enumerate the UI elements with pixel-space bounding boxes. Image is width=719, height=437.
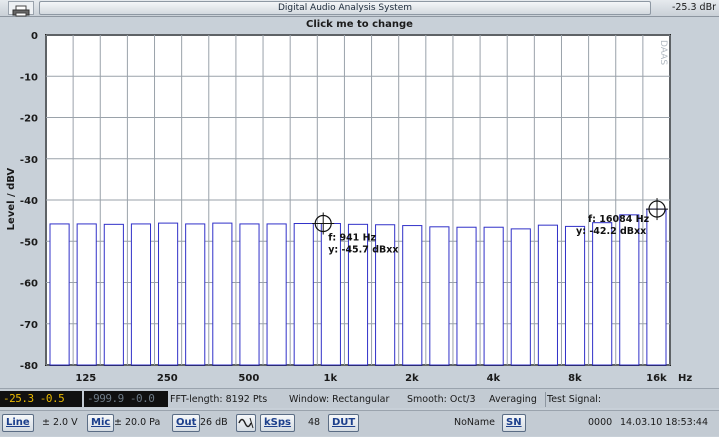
x-tick-label: 4k bbox=[487, 373, 501, 384]
bar bbox=[158, 222, 179, 366]
print-button[interactable] bbox=[8, 1, 34, 17]
x-tick-label: 16k bbox=[646, 373, 667, 384]
bar bbox=[456, 226, 477, 366]
bar bbox=[592, 222, 613, 366]
out-button[interactable]: Out bbox=[172, 414, 201, 432]
bar bbox=[76, 223, 97, 366]
x-tick-labels: 125 250 500 1k 2k 4k 8k 16k bbox=[75, 373, 667, 384]
cursors[interactable]: f: 941 Hzy: -45.7 dBxx f: 16084 Hzy: -42.… bbox=[312, 198, 669, 256]
level-display-2: -999.9 -0.0 bbox=[84, 391, 168, 407]
mic-button[interactable]: Mic bbox=[87, 414, 115, 432]
bar bbox=[103, 223, 124, 366]
cursor-frequency: f: 16084 Hz bbox=[588, 214, 650, 225]
bar bbox=[266, 223, 287, 366]
x-tick-label: 1k bbox=[324, 373, 338, 384]
bar bbox=[564, 225, 586, 366]
cursor-frequency: f: 941 Hz bbox=[328, 233, 376, 244]
waveform-button[interactable] bbox=[236, 414, 256, 432]
device-name: NoName bbox=[454, 417, 495, 428]
spectrum-chart[interactable]: 0 -10 -20 -30 -40 -50 -60 -70 -80 125 250 500 1k 2k 4… bbox=[0, 0, 719, 388]
bar bbox=[347, 223, 369, 366]
dut-button[interactable]: DUT bbox=[328, 414, 360, 432]
y-tick-label: -20 bbox=[20, 114, 38, 125]
y-tick-label: -30 bbox=[20, 155, 38, 166]
printer-icon bbox=[12, 5, 30, 17]
bar bbox=[293, 223, 314, 366]
fft-length: FFT-length: 8192 Pts bbox=[170, 394, 268, 405]
bar bbox=[402, 225, 423, 366]
bar bbox=[212, 222, 233, 366]
smoothing: Smooth: Oct/3 bbox=[407, 394, 476, 405]
level-display-1: -25.3 -0.5 bbox=[0, 391, 82, 407]
mic-range: ± 20.0 Pa bbox=[114, 417, 161, 428]
y-tick-labels: 0 -10 -20 -30 -40 -50 -60 -70 -80 bbox=[20, 31, 38, 372]
bar bbox=[483, 226, 504, 366]
window-type: Window: Rectangular bbox=[289, 394, 390, 405]
x-tick-label: 125 bbox=[75, 373, 96, 384]
x-tick-label: 500 bbox=[238, 373, 259, 384]
app-title: Digital Audio Analysis System bbox=[39, 1, 651, 15]
bar bbox=[510, 228, 531, 366]
change-mode-link[interactable]: Click me to change bbox=[306, 19, 413, 30]
date-time: 14.03.10 18:53:44 bbox=[620, 417, 708, 428]
ksps-button[interactable]: kSps bbox=[260, 414, 295, 432]
bar bbox=[429, 226, 450, 366]
x-axis-unit: Hz bbox=[678, 373, 692, 384]
line-button[interactable]: Line bbox=[2, 414, 34, 432]
watermark: DAAS bbox=[658, 40, 668, 65]
level-readout: -25.3 dBr bbox=[671, 2, 716, 13]
bar bbox=[537, 224, 558, 366]
line-range: ± 2.0 V bbox=[42, 417, 78, 428]
y-tick-label: -50 bbox=[20, 237, 38, 248]
status-bar: -25.3 -0.5 -999.9 -0.0 FFT-length: 8192 … bbox=[0, 388, 719, 408]
cursor-level: y: -45.7 dBxx bbox=[328, 245, 398, 256]
bar bbox=[646, 208, 667, 366]
bar bbox=[130, 223, 152, 366]
y-tick-label: -40 bbox=[20, 196, 38, 207]
x-tick-label: 250 bbox=[157, 373, 178, 384]
counter: 0000 bbox=[588, 417, 613, 428]
y-tick-label: -70 bbox=[20, 320, 38, 331]
cursor-marker: f: 941 Hzy: -45.7 dBxx bbox=[312, 212, 399, 256]
bottom-toolbar: Line ± 2.0 V Mic ± 20.0 Pa Out 26 dB kSp… bbox=[0, 410, 719, 436]
cursor-marker: f: 16084 Hzy: -42.2 dBxx bbox=[576, 198, 669, 237]
y-tick-label: 0 bbox=[31, 31, 38, 42]
bar bbox=[239, 223, 260, 366]
bar bbox=[185, 223, 206, 366]
test-signal: Test Signal: bbox=[545, 392, 625, 407]
bar bbox=[49, 223, 70, 366]
title-bar: Digital Audio Analysis System -25.3 dBr bbox=[0, 0, 719, 17]
sample-rate: 48 bbox=[308, 417, 321, 428]
x-tick-label: 8k bbox=[568, 373, 582, 384]
bars bbox=[49, 208, 667, 366]
x-tick-label: 2k bbox=[405, 373, 419, 384]
out-gain: 26 dB bbox=[200, 417, 228, 428]
cursor-level: y: -42.2 dBxx bbox=[576, 226, 646, 237]
sn-button[interactable]: SN bbox=[502, 414, 526, 432]
sine-wave-icon bbox=[238, 417, 254, 429]
averaging: Averaging bbox=[489, 394, 537, 405]
y-tick-label: -80 bbox=[20, 361, 38, 372]
y-tick-label: -10 bbox=[20, 72, 38, 83]
bar bbox=[619, 214, 640, 366]
bar bbox=[375, 224, 396, 366]
y-tick-label: -60 bbox=[20, 279, 38, 290]
